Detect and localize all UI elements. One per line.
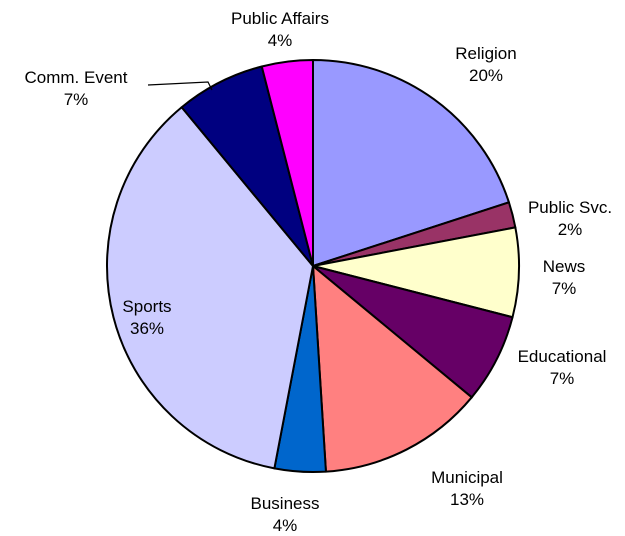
slice-percent-sports: 36% <box>130 319 164 338</box>
slice-label-educational: Educational <box>518 347 607 366</box>
slice-percent-comm-event: 7% <box>64 90 89 109</box>
slice-percent-public-svc: 2% <box>558 220 583 239</box>
slice-label-public-affairs: Public Affairs <box>231 9 329 28</box>
pie-slice-public-affairs <box>260 59 314 267</box>
pie-slice-municipal <box>312 265 473 473</box>
pie-slice-religion <box>312 59 510 267</box>
slice-percent-business: 4% <box>273 516 298 535</box>
slice-percent-news: 7% <box>552 279 577 298</box>
slice-label-sports: Sports <box>122 297 171 316</box>
slice-percent-religion: 20% <box>469 66 503 85</box>
slice-percent-municipal: 13% <box>450 490 484 509</box>
pie-slice-sports <box>106 106 314 470</box>
slice-percent-educational: 7% <box>550 369 575 388</box>
leader-line-comm-event <box>147 81 213 91</box>
slice-label-public-svc: Public Svc. <box>528 198 612 217</box>
slice-label-municipal: Municipal <box>431 468 503 487</box>
slice-label-religion: Religion <box>455 44 516 63</box>
slice-label-news: News <box>543 257 586 276</box>
slice-percent-public-affairs: 4% <box>268 31 293 50</box>
slice-label-business: Business <box>251 494 320 513</box>
slice-label-comm-event: Comm. Event <box>25 68 128 87</box>
